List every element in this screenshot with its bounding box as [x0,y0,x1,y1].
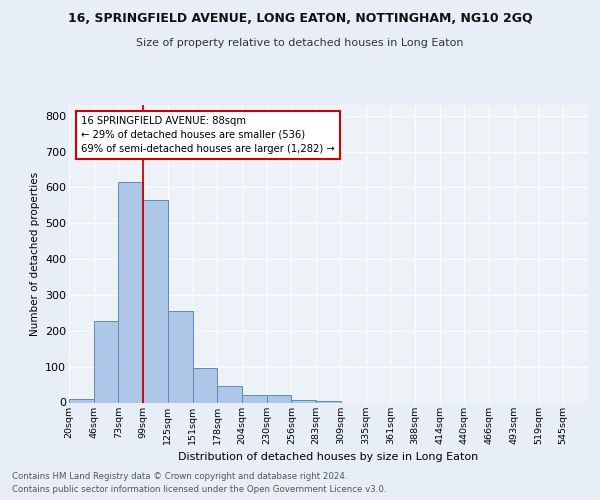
Bar [242,394,267,402]
Bar [217,386,242,402]
Text: 16, SPRINGFIELD AVENUE, LONG EATON, NOTTINGHAM, NG10 2GQ: 16, SPRINGFIELD AVENUE, LONG EATON, NOTT… [68,12,532,26]
Y-axis label: Number of detached properties: Number of detached properties [29,172,40,336]
Bar [168,312,193,402]
Bar [267,394,292,402]
X-axis label: Distribution of detached houses by size in Long Eaton: Distribution of detached houses by size … [178,452,479,462]
Text: Contains public sector information licensed under the Open Government Licence v3: Contains public sector information licen… [12,485,386,494]
Bar [118,182,143,402]
Bar [69,399,94,402]
Bar [143,200,168,402]
Bar [316,400,341,402]
Text: Size of property relative to detached houses in Long Eaton: Size of property relative to detached ho… [136,38,464,48]
Text: 16 SPRINGFIELD AVENUE: 88sqm
← 29% of detached houses are smaller (536)
69% of s: 16 SPRINGFIELD AVENUE: 88sqm ← 29% of de… [82,116,335,154]
Bar [94,321,118,402]
Text: Contains HM Land Registry data © Crown copyright and database right 2024.: Contains HM Land Registry data © Crown c… [12,472,347,481]
Bar [292,400,316,402]
Bar [193,368,217,402]
